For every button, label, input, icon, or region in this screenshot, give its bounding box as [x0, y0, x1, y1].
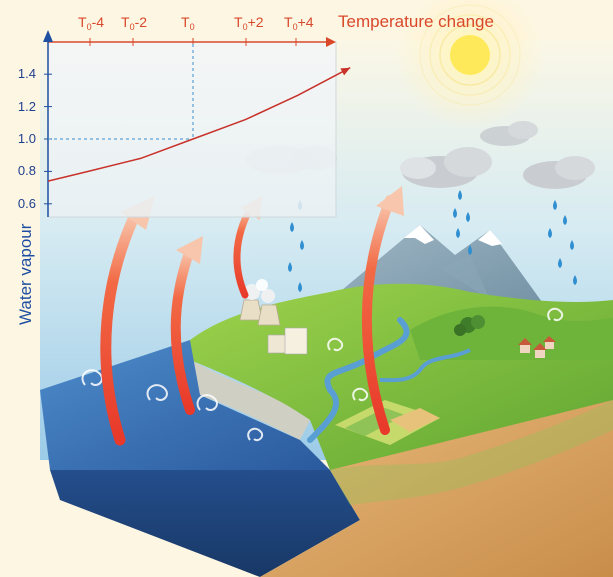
soil — [260, 400, 613, 577]
x-tick-label: T0-2 — [121, 14, 148, 32]
x-tick-label: T0+4 — [284, 14, 314, 32]
y-tick-label: 1.4 — [17, 66, 36, 82]
house-icon — [518, 336, 556, 358]
x-tick-label: T0 — [181, 14, 195, 32]
sun-icon — [395, 0, 545, 130]
evaporation-swirls — [81, 307, 564, 442]
tree-cluster — [454, 315, 485, 336]
cliff — [190, 360, 310, 440]
x-axis-arrowhead — [326, 37, 336, 47]
river-branch — [379, 348, 471, 383]
graph-panel — [47, 41, 337, 218]
y-tick-label: 0.6 — [17, 195, 36, 211]
water-vapour-curve — [47, 67, 351, 182]
y-tick-label: 0.8 — [17, 163, 36, 179]
x-tick-label: T0-4 — [78, 14, 105, 32]
y-tick-label: 1.0 — [17, 131, 36, 146]
y-axis-arrowhead — [43, 30, 53, 42]
chart-layer — [44, 38, 351, 205]
power-plant-icon — [239, 279, 308, 355]
y-axis-title: Water vapour — [16, 223, 35, 325]
river — [307, 317, 410, 443]
hill — [410, 306, 613, 360]
x-axis-title: Temperature change — [338, 12, 494, 31]
sea-depth — [50, 470, 360, 577]
x-tick-label: T0+2 — [234, 14, 264, 32]
curve-arrowhead — [340, 67, 351, 76]
y-tick-label: 1.2 — [17, 98, 36, 114]
